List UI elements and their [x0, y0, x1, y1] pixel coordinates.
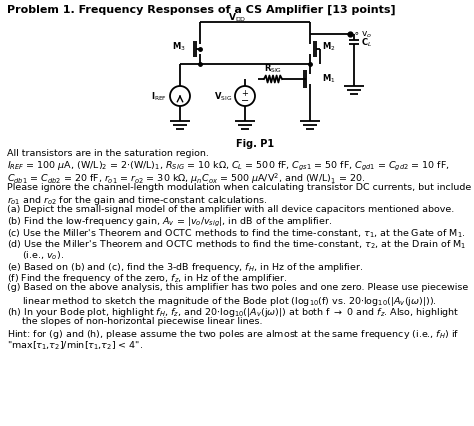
- Text: Fig. P1: Fig. P1: [236, 139, 274, 149]
- Text: (i.e., $v_o$).: (i.e., $v_o$).: [7, 249, 64, 262]
- Text: C$_L$: C$_L$: [361, 37, 372, 49]
- Text: +: +: [242, 89, 248, 98]
- Text: M$_3$: M$_3$: [172, 40, 186, 53]
- Text: (h) In your Bode plot, highlight $f_H$, $f_z$, and 20$\cdot$log$_{10}$(|$A_v$(j$: (h) In your Bode plot, highlight $f_H$, …: [7, 305, 459, 318]
- Text: (a) Depict the small-signal model of the amplifier with all device capacitors me: (a) Depict the small-signal model of the…: [7, 204, 454, 213]
- Text: $I_{REF}$ = 100 $\mu$A, (W/L)$_2$ = 2$\cdot$(W/L)$_1$, $R_{SIG}$ = 10 k$\Omega$,: $I_{REF}$ = 100 $\mu$A, (W/L)$_2$ = 2$\c…: [7, 160, 450, 173]
- Text: (e) Based on (b) and (c), find the 3-dB frequency, $f_H$, in Hz of the amplifier: (e) Based on (b) and (c), find the 3-dB …: [7, 260, 363, 273]
- Text: All transistors are in the saturation region.: All transistors are in the saturation re…: [7, 149, 209, 158]
- Text: M$_1$: M$_1$: [322, 72, 336, 85]
- Text: R$_{\rm SIG}$: R$_{\rm SIG}$: [264, 62, 282, 75]
- Text: M$_2$: M$_2$: [322, 40, 336, 53]
- Text: $\circ$ v$_o$: $\circ$ v$_o$: [353, 30, 373, 40]
- Text: V$_{\rm DD}$: V$_{\rm DD}$: [228, 12, 246, 24]
- Text: $C_{db1}$ = $C_{db2}$ = 20 fF, $r_{o1}$ = $r_{o2}$ = 30 k$\Omega$, $\mu_n C_{ox}: $C_{db1}$ = $C_{db2}$ = 20 fF, $r_{o1}$ …: [7, 171, 365, 186]
- Text: I$_{\rm REF}$: I$_{\rm REF}$: [151, 91, 167, 103]
- Text: (d) Use the Miller's Theorem and OCTC methods to find the time-constant, $\tau_2: (d) Use the Miller's Theorem and OCTC me…: [7, 238, 466, 250]
- Text: (b) Find the low-frequency gain, $A_v$ = |$v_o$/$v_{sig}$|, in dB of the amplifi: (b) Find the low-frequency gain, $A_v$ =…: [7, 216, 332, 229]
- Text: linear method to sketch the magnitude of the Bode plot (log$_{10}$(f) vs. 20$\cd: linear method to sketch the magnitude of…: [7, 294, 437, 307]
- Text: Hint: for (g) and (h), please assume the two poles are almost at the same freque: Hint: for (g) and (h), please assume the…: [7, 328, 459, 340]
- Text: Please ignore the channel-length modulation when calculating transistor DC curre: Please ignore the channel-length modulat…: [7, 182, 471, 191]
- Text: −: −: [241, 96, 249, 106]
- Text: $r_{o1}$ and $r_{o2}$ for the gain and time-constant calculations.: $r_{o1}$ and $r_{o2}$ for the gain and t…: [7, 193, 268, 206]
- Text: (f) Find the frequency of the zero, $f_z$, in Hz of the amplifier.: (f) Find the frequency of the zero, $f_z…: [7, 271, 288, 285]
- Text: Problem 1. Frequency Responses of a CS Amplifier [13 points]: Problem 1. Frequency Responses of a CS A…: [7, 5, 396, 15]
- Text: (g) Based on the above analysis, this amplifier has two poles and one zero. Plea: (g) Based on the above analysis, this am…: [7, 283, 468, 292]
- Text: V$_{\rm SIG}$: V$_{\rm SIG}$: [214, 91, 232, 103]
- Text: "max[$\tau_1$,$\tau_2$]/min[$\tau_1$,$\tau_2$] < 4".: "max[$\tau_1$,$\tau_2$]/min[$\tau_1$,$\t…: [7, 339, 143, 351]
- Text: the slopes of non-horizontal piecewise linear lines.: the slopes of non-horizontal piecewise l…: [7, 316, 263, 325]
- Text: (c) Use the Miller's Theorem and OCTC methods to find the time-constant, $\tau_1: (c) Use the Miller's Theorem and OCTC me…: [7, 227, 465, 239]
